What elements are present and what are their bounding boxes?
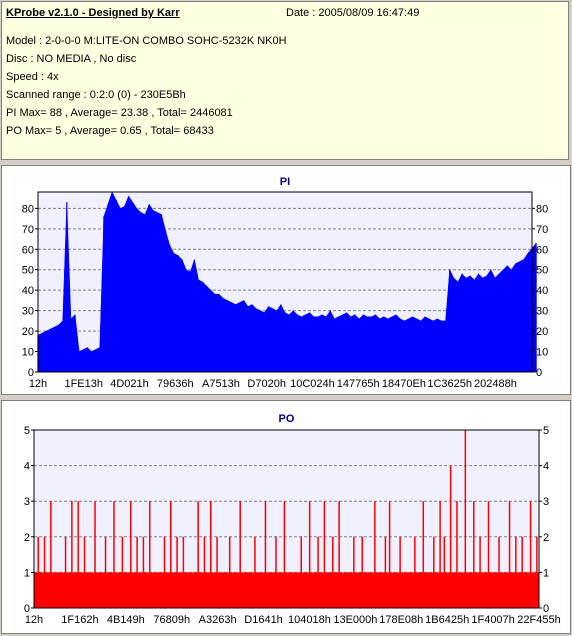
pi-y-tick-right: 80 [536, 203, 548, 215]
pi-y-tick-left: 50 [22, 265, 34, 277]
pi-y-tick-left: 80 [22, 203, 34, 215]
po-x-tick-label: 1F4007h [471, 614, 514, 626]
pi-chart: PI 0 0 10 10 20 20 30 30 40 40 50 50 60 60 70 70 80 80 12h 1… [22, 176, 549, 390]
po-y-tick-right: 1 [543, 567, 549, 579]
pi-summary-line: PI Max= 88 , Average= 23.38 , Total= 244… [6, 107, 233, 119]
pi-chart-panel: PI 0 0 10 10 20 20 30 30 40 40 50 50 60 60 70 70 80 80 12h 1… [1, 165, 571, 395]
po-x-tick-label: 178E08h [379, 614, 423, 626]
pi-y-tick-left: 0 [28, 367, 34, 379]
po-x-tick-label: 13E000h [333, 614, 377, 626]
pi-y-tick-right: 0 [536, 367, 542, 379]
pi-x-tick-label: 202488h [474, 378, 517, 390]
pi-y-tick-right: 50 [536, 265, 548, 277]
pi-x-tick-label: 4D021h [110, 378, 149, 390]
po-chart-title: PO [279, 413, 295, 425]
po-y-tick-left: 1 [24, 567, 30, 579]
pi-y-tick-right: 20 [536, 326, 548, 338]
app-title: KProbe v2.1.0 - Designed by Karr [6, 7, 180, 19]
po-chart: PO 0 0 1 1 2 2 3 3 4 4 5 5 12h 1F162h 4B149h 76809h A3263… [24, 413, 561, 626]
po-x-tick-label: 76809h [153, 614, 190, 626]
pi-y-tick-left: 20 [22, 326, 34, 338]
po-chart-panel: PO 0 0 1 1 2 2 3 3 4 4 5 5 12h 1F162h 4B149h 76809h A3263… [1, 400, 571, 634]
pi-x-tick-label: 18470Eh [382, 378, 426, 390]
po-x-tick-label: 22F455h [517, 614, 560, 626]
pi-y-tick-left: 30 [22, 306, 34, 318]
pi-y-tick-right: 70 [536, 224, 548, 236]
model-line: Model : 2-0-0-0 M:LITE-ON COMBO SOHC-523… [6, 35, 287, 47]
pi-x-tick-label: 10C024h [290, 378, 335, 390]
po-x-tick-label: D1641h [244, 614, 283, 626]
pi-y-tick-left: 40 [22, 285, 34, 297]
scan-date: Date : 2005/08/09 16:47:49 [286, 7, 420, 19]
pi-x-tick-label: 12h [29, 378, 47, 390]
pi-y-tick-right: 10 [536, 347, 548, 359]
po-y-tick-left: 5 [24, 425, 30, 437]
pi-x-tick-label: 1FE13h [64, 378, 103, 390]
po-x-tick-label: 12h [25, 614, 43, 626]
po-plot-frame [33, 429, 540, 609]
pi-chart-title: PI [280, 176, 290, 188]
disc-line: Disc : NO MEDIA , No disc [6, 53, 137, 65]
po-x-tick-label: 1B6425h [425, 614, 469, 626]
po-x-tick-label: 4B149h [107, 614, 145, 626]
pi-x-tick-label: 79636h [157, 378, 194, 390]
pi-y-tick-left: 10 [22, 347, 34, 359]
pi-y-tick-right: 30 [536, 306, 548, 318]
pi-x-tick-label: A7513h [202, 378, 240, 390]
po-y-tick-right: 0 [543, 603, 549, 615]
po-y-tick-left: 0 [24, 603, 30, 615]
po-x-tick-label: 1F162h [61, 614, 98, 626]
pi-area-series [37, 191, 537, 373]
pi-x-tick-label: 147765h [337, 378, 380, 390]
range-line: Scanned range : 0:2:0 (0) - 230E5Bh [6, 89, 186, 101]
po-summary-line: PO Max= 5 , Average= 0.65 , Total= 68433 [6, 125, 214, 137]
po-y-tick-left: 2 [24, 532, 30, 544]
po-y-tick-right: 2 [543, 532, 549, 544]
po-y-tick-right: 5 [543, 425, 549, 437]
po-x-tick-label: A3263h [199, 614, 237, 626]
speed-line: Speed : 4x [6, 71, 59, 83]
pi-plot-frame [37, 191, 533, 373]
po-y-tick-right: 3 [543, 496, 549, 508]
po-y-tick-right: 4 [543, 461, 549, 473]
pi-y-tick-right: 60 [536, 244, 548, 256]
info-panel: KProbe v2.1.0 - Designed by Karr Date : … [1, 1, 569, 160]
po-x-tick-label: 104018h [288, 614, 331, 626]
po-baseline-band [34, 572, 539, 608]
pi-y-tick-left: 60 [22, 244, 34, 256]
pi-x-tick-label: D7020h [247, 378, 286, 390]
po-y-tick-left: 4 [24, 461, 30, 473]
pi-y-tick-left: 70 [22, 224, 34, 236]
pi-y-tick-right: 40 [536, 285, 548, 297]
pi-x-tick-label: 1C3625h [427, 378, 472, 390]
po-y-tick-left: 3 [24, 496, 30, 508]
